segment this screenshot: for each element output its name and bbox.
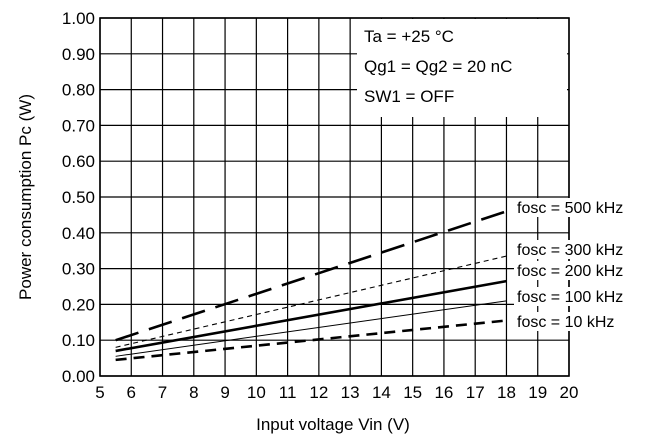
x-tick-label: 18 [497, 383, 516, 402]
series-label-4: fosc = 10 kHz [517, 314, 614, 331]
x-tick-label: 9 [220, 383, 229, 402]
series-line-0 [115, 210, 507, 342]
x-tick-label: 20 [560, 383, 579, 402]
series-layer [115, 210, 507, 362]
series-label-3: fosc = 100 kHz [517, 289, 623, 306]
annotation-box [357, 19, 567, 117]
x-tick-label: 16 [434, 383, 453, 402]
series-line-3 [115, 300, 507, 357]
series-label-bg [514, 198, 662, 217]
x-tick-label: 12 [309, 383, 328, 402]
y-tick-label: 0.80 [62, 81, 95, 100]
y-tick-label: 0.00 [62, 367, 95, 386]
x-tick-label: 19 [528, 383, 547, 402]
x-axis-title: Input voltage Vin (V) [256, 415, 410, 434]
plot-frame [99, 17, 570, 377]
series-label-bg [514, 287, 662, 306]
y-tick-label: 0.90 [62, 45, 95, 64]
annotation-gate-charge: Qg1 = Qg2 = 20 nC [364, 57, 512, 76]
y-tick-label: 0.20 [62, 295, 95, 314]
series-line-4 [115, 319, 507, 362]
y-tick-label: 1.00 [62, 9, 95, 28]
annotation-switch: SW1 = OFF [364, 87, 454, 106]
series-line-1 [115, 255, 507, 348]
series-label-1: fosc = 300 kHz [517, 242, 623, 259]
x-tick-label: 5 [95, 383, 104, 402]
y-tick-label: 0.40 [62, 224, 95, 243]
y-tick-label: 0.10 [62, 331, 95, 350]
series-line-2 [115, 279, 507, 353]
x-tick-label: 7 [158, 383, 167, 402]
y-axis-title: Power consumption Pc (W) [16, 94, 35, 300]
y-tick-label: 0.30 [62, 260, 95, 279]
series-labels: fosc = 500 kHz fosc = 300 kHz fosc = 200 k… [514, 198, 662, 331]
x-tick-label: 15 [403, 383, 422, 402]
series-label-2: fosc = 200 kHz [517, 263, 623, 280]
annotation-temperature: Ta = +25 °C [364, 27, 454, 46]
x-tick-label: 13 [341, 383, 360, 402]
x-tick-label: 10 [247, 383, 266, 402]
series-label-0: fosc = 500 kHz [517, 200, 623, 217]
y-tick-label: 0.70 [62, 116, 95, 135]
series-label-bg [514, 312, 662, 331]
series-label-bg [514, 261, 662, 280]
y-tick-label: 0.50 [62, 188, 95, 207]
series-label-bg [514, 240, 662, 259]
x-tick-label: 8 [189, 383, 198, 402]
x-tick-label: 11 [279, 383, 297, 402]
x-tick-label: 6 [127, 383, 136, 402]
x-tick-label: 14 [372, 383, 391, 402]
tick-labels: 5 6 7 8 9 10 11 12 13 14 15 16 17 18 19 20 0.00 0.10 0.20 0… [62, 9, 579, 402]
x-tick-label: 17 [466, 383, 485, 402]
y-tick-label: 0.60 [62, 152, 95, 171]
